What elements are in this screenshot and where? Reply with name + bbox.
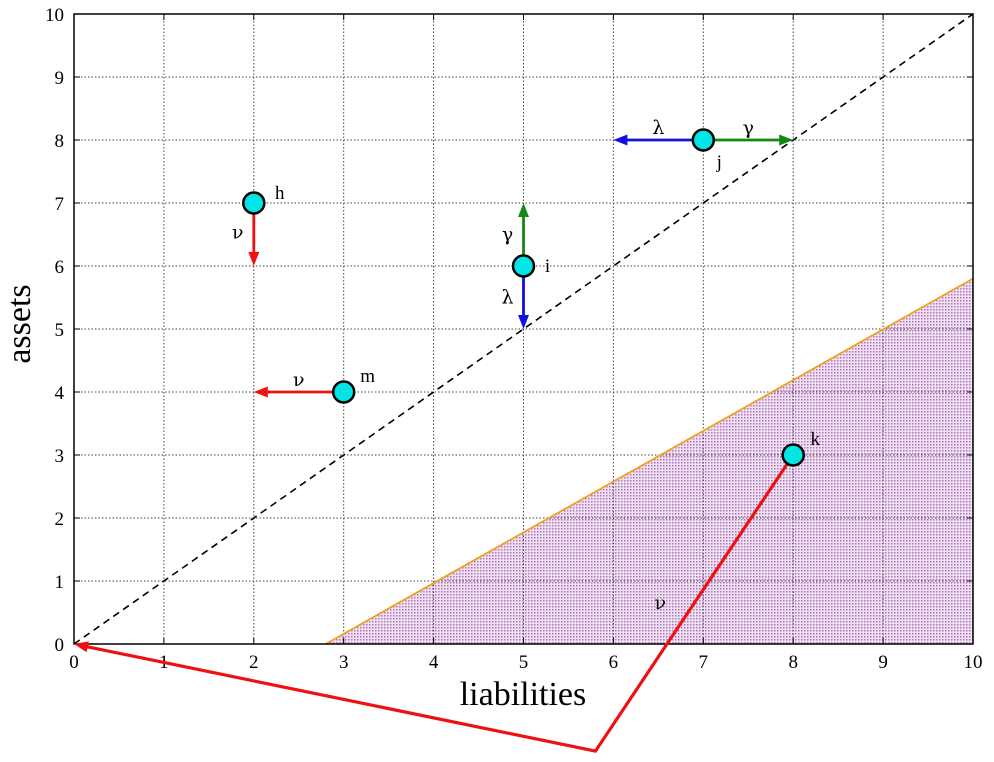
x-tick-label-6: 6 [609, 652, 619, 673]
y-tick-label-1: 1 [55, 572, 65, 593]
diagonal-line [73, 13, 974, 645]
arrowhead-5 [253, 386, 268, 398]
point-j [691, 128, 716, 152]
arrowhead-3 [613, 134, 628, 146]
y-axis-title: assets [1, 284, 38, 363]
x-axis-title: liabilities [460, 676, 587, 713]
arrow-label-0: ν [232, 222, 244, 244]
plot-frame [73, 13, 974, 645]
arrowhead-6 [74, 641, 89, 653]
point-label-k: k [810, 429, 820, 450]
y-tick-label-8: 8 [55, 131, 65, 152]
arrowhead-1 [518, 203, 529, 217]
arrow-label-2: λ [501, 287, 513, 309]
y-tick-label-3: 3 [55, 446, 65, 467]
point-label-j: j [716, 152, 722, 173]
arrow-label-3: λ [652, 117, 664, 139]
arrow-label-1: γ [502, 224, 513, 246]
x-tick-label-10: 10 [964, 652, 983, 673]
reference-lines [73, 13, 974, 645]
arrow-label-6: ν [655, 592, 667, 614]
x-tick-label-5: 5 [519, 652, 529, 673]
arrowhead-4 [779, 134, 794, 146]
y-tick-label-5: 5 [55, 320, 65, 341]
y-tick-label-9: 9 [55, 68, 65, 89]
point-label-i: i [545, 256, 550, 277]
y-tick-label-6: 6 [55, 257, 65, 278]
point-h [242, 191, 266, 215]
points: h i j m k [242, 128, 820, 467]
point-i [511, 254, 536, 278]
x-tick-label-7: 7 [699, 652, 709, 673]
point-m [331, 380, 356, 404]
arrowhead-2 [518, 315, 529, 329]
arrows: ν γ λ λ γ ν ν [74, 117, 795, 753]
point-k [781, 443, 805, 467]
y-tick-label-10: 10 [45, 5, 64, 26]
y-tick-label-0: 0 [55, 635, 65, 656]
x-tick-label-8: 8 [788, 652, 798, 673]
point-label-h: h [275, 183, 285, 204]
arrow-6 [83, 454, 795, 753]
arrow-label-4: γ [743, 117, 754, 139]
y-tick-label-2: 2 [55, 509, 65, 530]
x-tick-label-0: 0 [69, 652, 79, 673]
point-label-m: m [360, 366, 375, 387]
x-tick-label-9: 9 [878, 652, 888, 673]
arrowhead-0 [248, 252, 260, 266]
arrow-label-5: ν [293, 369, 305, 391]
y-tick-label-4: 4 [55, 383, 65, 404]
x-tick-label-3: 3 [339, 652, 349, 673]
x-tick-label-2: 2 [249, 652, 259, 673]
boundary-line [325, 277, 974, 645]
y-tick-label-7: 7 [55, 194, 65, 215]
x-tick-label-4: 4 [429, 652, 439, 673]
